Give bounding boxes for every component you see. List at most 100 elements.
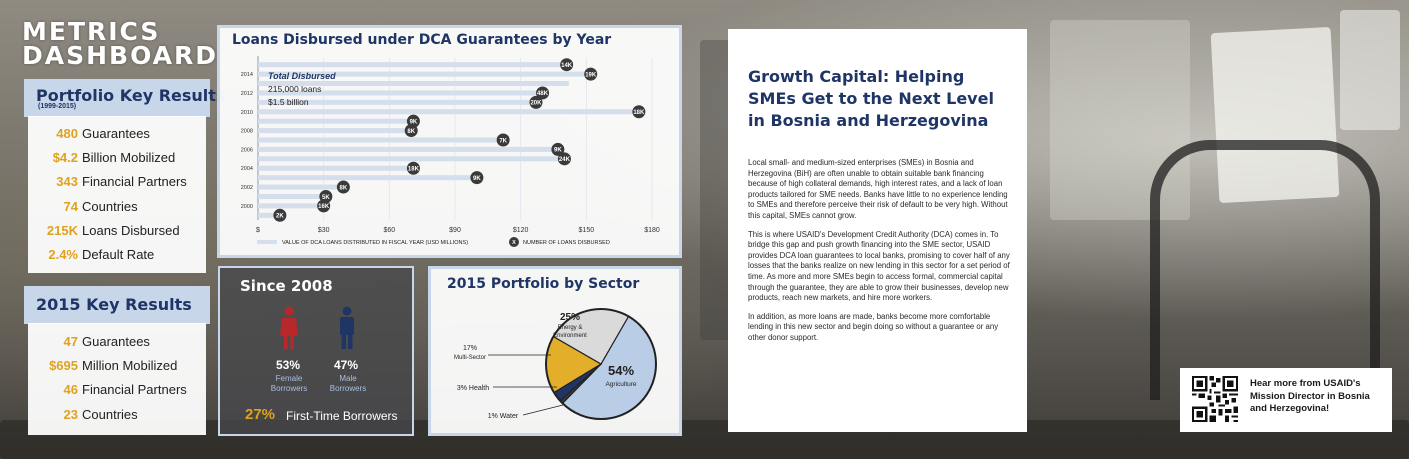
bar-2011 <box>258 99 536 105</box>
legend-count-label: NUMBER OF LOANS DISBURSED <box>523 240 610 246</box>
loan-count-bubble <box>273 208 287 222</box>
bar-2007 <box>258 137 504 143</box>
agriculture-pct: 54% <box>608 363 634 378</box>
loan-count-label: 18K <box>633 110 645 116</box>
bar-2005 <box>258 156 565 162</box>
agriculture-label: Agriculture <box>605 381 636 388</box>
dashboard-title-line1: METRICS <box>22 17 161 46</box>
year-tick-label: 2014 <box>241 72 253 78</box>
bar-2012 <box>258 90 543 96</box>
loan-count-label: 16K <box>318 204 330 210</box>
portfolio-value: 74 <box>63 198 78 214</box>
qr-code-icon[interactable] <box>1192 376 1238 422</box>
bar-2003 <box>258 175 477 181</box>
legend-bubble-x: X <box>512 240 516 246</box>
x-tick-label: $180 <box>644 227 660 234</box>
loan-count-bubble <box>406 161 420 175</box>
bar-2014 <box>258 71 591 77</box>
results-2015-label: Guarantees <box>82 334 150 349</box>
loan-count-label: 8K <box>407 129 415 135</box>
health-label: 3% Health <box>457 385 489 392</box>
loan-count-bubble <box>536 86 550 100</box>
male-label: Male Borrowers <box>329 374 367 393</box>
sector-pie-chart: 54% Agriculture 25% Energy & Environment 17% M… <box>454 308 657 420</box>
article-title-line2: SMEs Get to the Next Level <box>748 89 994 108</box>
portfolio-row: $4.2 Billion Mobilized <box>32 150 202 168</box>
portfolio-label: Loans Disbursed <box>82 222 180 238</box>
female-figure-icon <box>280 306 298 349</box>
total-value-note: $1.5 billion <box>268 97 309 107</box>
portfolio-row: 215K Loans Disbursed <box>32 223 202 241</box>
pie-outline <box>545 308 657 420</box>
loan-count-label: 20K <box>530 101 542 107</box>
loan-count-bubble <box>557 152 571 166</box>
portfolio-label: Countries <box>82 198 138 214</box>
portfolio-row: 74 Countries <box>32 199 202 217</box>
total-loans-note: 215,000 loans <box>268 84 321 94</box>
year-tick-label: 2000 <box>241 204 253 210</box>
year-tick-label: 2012 <box>241 91 253 97</box>
year-tick-label: 2008 <box>241 129 253 135</box>
dashboard-title-line2: DASHBOARD <box>22 41 219 70</box>
loan-count-label: 48K <box>537 91 549 97</box>
loan-count-label: 19K <box>585 72 597 78</box>
x-tick-label: $120 <box>513 227 529 234</box>
results-2015-value: $695 <box>49 358 78 374</box>
results-2015-label: Million Mobilized <box>82 358 178 374</box>
bar-2004 <box>258 165 414 171</box>
first-time-label: First-Time Borrowers <box>286 409 398 423</box>
dashboard-title: METRICS DASHBOARD <box>22 17 219 70</box>
multi-sector-pct: 17% <box>463 345 477 352</box>
portfolio-label: Financial Partners <box>82 174 187 190</box>
article-title: Growth Capital: Helping SMEs Get to the … <box>748 66 994 132</box>
loan-count-bubble <box>632 105 646 119</box>
article-paragraph-3: In addition, as more loans are made, ban… <box>748 311 999 342</box>
bar-2015 <box>258 62 567 68</box>
portfolio-value: 2.4% <box>48 247 78 262</box>
water-label: 1% Water <box>488 413 519 420</box>
male-pct: 47% <box>334 358 359 372</box>
results-2015-value: 47 <box>63 334 78 349</box>
bar-2002 <box>258 184 344 190</box>
portfolio-value: 215K <box>46 222 78 238</box>
loans-bar-chart: $ $30 $60 $90 $120 $150 $180 2K 16K 5K 8K 9K 18K 24K 9… <box>241 56 660 247</box>
loan-count-label: 14K <box>561 63 573 69</box>
total-disbursed-title: Total Disbursed <box>268 71 336 81</box>
portfolio-row: 480 Guarantees <box>32 126 202 144</box>
multi-sector-label: Multi-Sector <box>454 355 486 361</box>
year-tick-label: 2002 <box>241 185 253 191</box>
loan-count-bubble <box>529 95 543 109</box>
female-pct: 53% <box>276 358 301 372</box>
portfolio-value: 343 <box>56 174 78 190</box>
results-2015-title: 2015 Key Results <box>36 295 192 314</box>
legend-bubble-swatch <box>509 237 519 247</box>
x-tick-label: $90 <box>449 227 461 234</box>
loan-count-label: 5K <box>322 195 330 201</box>
results-2015-row: $695 Million Mobilized <box>32 358 202 376</box>
loan-count-label: 7K <box>499 138 507 144</box>
portfolio-label: Guarantees <box>82 126 150 141</box>
loan-count-bubble <box>319 189 333 203</box>
article-title-line1: Growth Capital: Helping <box>748 67 965 86</box>
results-2015-row: 47 Guarantees <box>32 334 202 352</box>
bar-1999 <box>258 212 280 218</box>
qr-callout[interactable]: Hear more from USAID's Mission Director … <box>1180 368 1392 432</box>
portfolio-label: Billion Mobilized <box>82 150 176 166</box>
female-label: Female Borrowers <box>270 374 308 393</box>
bar-2008 <box>258 128 412 134</box>
article-paragraph-1: Local small- and medium-sized enterprise… <box>748 158 1008 220</box>
bar-2000 <box>258 203 324 209</box>
loan-count-label: 9K <box>554 148 562 154</box>
male-figure-icon <box>340 306 354 349</box>
loan-count-label: 8K <box>340 185 348 191</box>
results-2015-row: 23 Countries <box>32 407 202 425</box>
loan-count-bubble <box>336 180 350 194</box>
x-tick-label: $30 <box>318 227 330 234</box>
energy-pct: 25% <box>560 312 580 323</box>
bar-2010 <box>258 109 639 115</box>
loan-count-bubble <box>560 58 574 72</box>
loan-count-label: 9K <box>410 119 418 125</box>
x-tick-label: $60 <box>383 227 395 234</box>
x-tick-label: $ <box>256 227 260 234</box>
first-time-pct: 27% <box>245 406 276 423</box>
